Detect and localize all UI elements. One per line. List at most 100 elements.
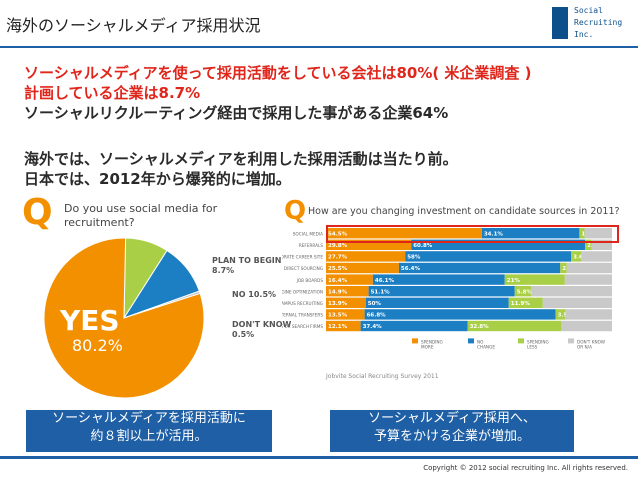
callout-box-right: ソーシャルメディア採用へ、 予算をかける企業が増加。 xyxy=(330,410,574,452)
headline-summary-1: 海外では、ソーシャルメディアを利用した採用活動は当たり前。 xyxy=(24,150,458,168)
bar-segment xyxy=(591,239,612,250)
bar-value-label: 13.5% xyxy=(328,313,348,319)
bar-value-label: 21% xyxy=(507,278,521,284)
callout-line: 約８割以上が活用。 xyxy=(90,429,208,444)
headline-summary-2: 日本では、2012年から爆発的に増加。 xyxy=(24,170,291,188)
legend-label: MORE xyxy=(421,344,434,349)
bar-value-label: 37.4% xyxy=(363,324,383,330)
bar-category-label: DIRECT SOURCING xyxy=(284,266,323,271)
legend-swatch xyxy=(568,338,574,344)
bar-segment xyxy=(372,274,505,285)
company-logo: Social Recruiting Inc. xyxy=(552,3,622,43)
pie-label-dont-know: DON'T KNOW 0.5% xyxy=(232,320,292,339)
bar-segment xyxy=(565,309,612,320)
bar-segment xyxy=(365,297,509,308)
legend-label: DON'T KNOW xyxy=(577,339,605,344)
bar-segment xyxy=(364,309,556,320)
bar-category-label: SEARCH ENGINE OPTIMIZATION xyxy=(282,289,323,294)
headline-stat-1: ソーシャルメディアを使って採用活動をしている会社は80%( 米企業調査 ) xyxy=(24,64,532,82)
bar-segment xyxy=(326,286,369,297)
page-title: 海外のソーシャルメディア採用状況 xyxy=(6,16,261,35)
bar-segment xyxy=(504,274,565,285)
bar-segment xyxy=(555,309,566,320)
bar-value-label: 16.4% xyxy=(328,278,348,284)
bar-value-label: 29.8% xyxy=(328,243,348,249)
bar-value-label: 46.1% xyxy=(375,278,395,284)
bar-segment xyxy=(561,320,612,332)
bar-category-label: REFERRALS xyxy=(299,243,323,248)
bar-segment xyxy=(531,286,612,297)
highlight-box xyxy=(326,225,619,243)
bar-segment xyxy=(579,228,585,239)
bar-segment xyxy=(326,262,399,274)
bar-segment xyxy=(584,228,612,239)
bar-value-label: 54.5% xyxy=(328,231,348,237)
bar-value-label: 51.1% xyxy=(371,289,391,295)
legend-label: OR N/A xyxy=(577,344,592,349)
bar-segment xyxy=(581,251,612,262)
pie-question: Q Do you use social media for recruitmen… xyxy=(16,192,246,246)
bar-value-label: 27.7% xyxy=(328,255,348,261)
callout-line: ソーシャルメディア採用へ、 xyxy=(368,411,536,426)
bar-value-label: 32.8% xyxy=(470,324,490,330)
bar-question: Q How are you changing investment on can… xyxy=(282,196,638,230)
pie-label-yes: YES xyxy=(60,304,120,337)
header: 海外のソーシャルメディア採用状況 Social Recruiting Inc. xyxy=(0,0,638,46)
bar-value-label: 50% xyxy=(368,301,382,307)
bar-category-label: CAMPUS RECRUITING xyxy=(282,301,323,306)
bar-segment xyxy=(467,320,562,332)
header-divider xyxy=(0,46,638,48)
bar-segment xyxy=(411,239,586,250)
bar-value-label: 13.9% xyxy=(328,301,348,307)
legend-label: SPENDING xyxy=(527,339,549,344)
legend-label: LESS xyxy=(527,344,538,349)
legend-label: SPENDING xyxy=(421,339,443,344)
bar-value-label: 3.5% xyxy=(558,313,574,319)
bar-chart: SOCIAL MEDIA54.5%34.1%1.8%REFERRALS29.8%… xyxy=(282,228,612,349)
bar-segment xyxy=(326,251,406,262)
bar-segment xyxy=(571,251,582,262)
bar-segment xyxy=(405,251,572,262)
bar-segment xyxy=(560,262,567,274)
bar-segment xyxy=(368,286,515,297)
callout-line: 予算をかける企業が増加。 xyxy=(373,429,530,444)
bar-segment xyxy=(542,297,612,308)
bar-question-text: How are you changing investment on candi… xyxy=(308,206,620,217)
bar-segment xyxy=(566,262,612,274)
bar-value-label: 66.8% xyxy=(367,313,387,319)
bar-value-label: 11.9% xyxy=(511,301,531,307)
bar-segment xyxy=(360,320,468,332)
legend-label: CHANGE xyxy=(477,344,495,349)
logo-mark xyxy=(552,7,568,39)
survey-note: Jobvite Social Recruiting Survey 2011 xyxy=(326,373,439,380)
legend-swatch xyxy=(468,338,474,344)
bar-value-label: 14.9% xyxy=(328,289,348,295)
bar-value-label: 25.5% xyxy=(328,266,348,272)
q-mark-icon: Q xyxy=(284,196,307,226)
bar-segment xyxy=(326,320,361,332)
bar-category-label: INTERNAL TRANSFERS xyxy=(282,313,323,318)
bar-value-label: 56.4% xyxy=(401,266,421,272)
q-mark-icon: Q xyxy=(22,192,53,233)
callout-box-left: ソーシャルメディアを採用活動に 約８割以上が活用。 xyxy=(26,410,272,452)
bar-segment xyxy=(514,286,532,297)
bar-segment xyxy=(326,228,482,239)
bar-value-label: 58% xyxy=(407,255,421,261)
bar-segment xyxy=(326,239,412,250)
bar-category-label: CORPORATE CAREER SITE xyxy=(282,255,323,260)
bar-segment xyxy=(585,239,592,250)
footer-divider xyxy=(0,456,638,459)
bar-segment xyxy=(564,274,612,285)
bar-value-label: 12.1% xyxy=(328,324,348,330)
logo-line: Social xyxy=(574,6,603,15)
bar-value-label: 34.1% xyxy=(484,231,504,237)
bar-value-label: 5.8% xyxy=(517,289,533,295)
bar-segment xyxy=(326,274,373,285)
pie-label-no: NO 10.5% xyxy=(232,290,277,299)
logo-line: Inc. xyxy=(574,30,594,39)
bar-segment xyxy=(326,297,366,308)
bar-category-label: SOCIAL MEDIA xyxy=(293,231,323,236)
bar-category-label: JOB BOARDS xyxy=(296,278,324,283)
pie-question-text: Do you use social media for recruitment? xyxy=(64,202,218,229)
